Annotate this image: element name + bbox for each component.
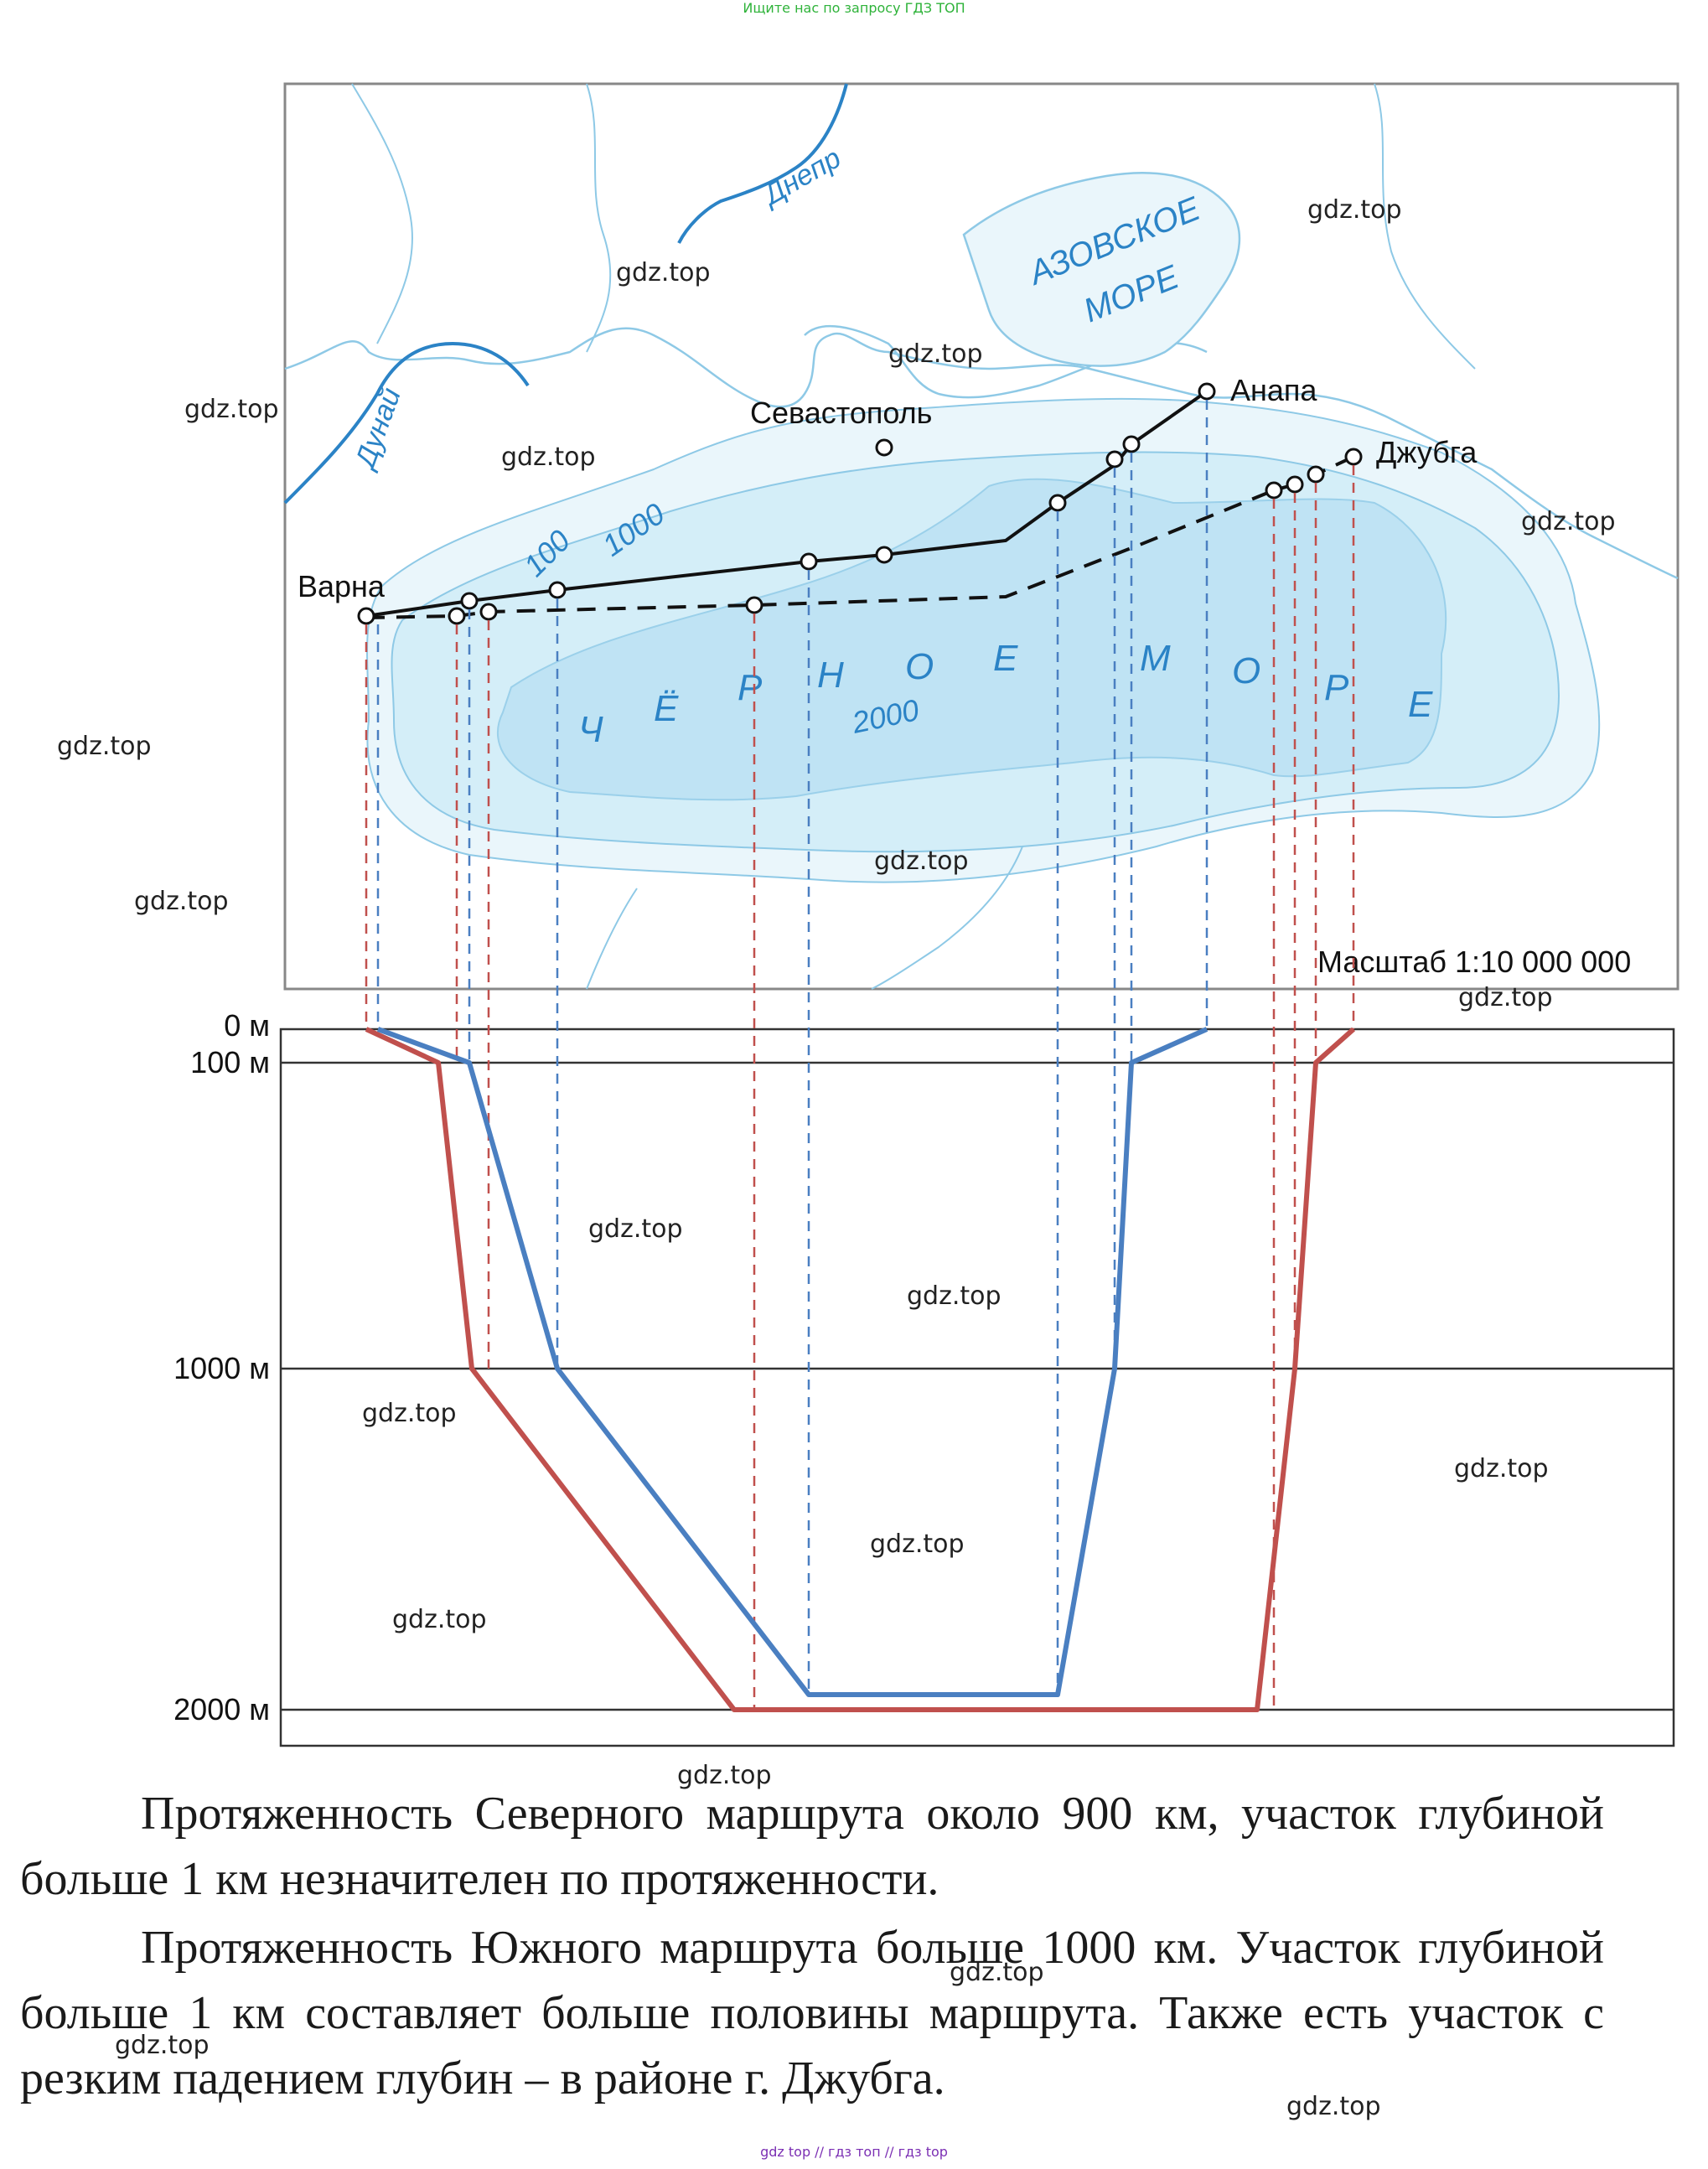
black-sea-letter: О	[1232, 650, 1260, 691]
city-sevastopol: Севастополь	[750, 396, 932, 430]
route-point	[745, 596, 763, 614]
city-dzhubga: Джубга	[1376, 435, 1478, 469]
watermark: gdz.top	[588, 1214, 683, 1244]
profile-frame	[279, 1028, 1675, 1747]
minor-river-1	[351, 83, 413, 344]
minor-river-3	[1374, 83, 1476, 370]
route-point	[1198, 382, 1216, 401]
paragraph-south-route: Протяженность Южного маршрута больше 100…	[20, 1922, 1604, 2104]
watermarks: gdz.top gdz.top gdz.top gdz.top gdz.top …	[57, 195, 1616, 2121]
north-projection-lines	[376, 400, 1209, 1695]
route-point	[1105, 450, 1124, 468]
black-sea-letter: Ё	[654, 688, 679, 729]
watermark: gdz.top	[907, 1281, 1002, 1311]
black-sea-letter: Е	[993, 638, 1018, 679]
watermark: gdz.top	[1286, 2092, 1381, 2121]
depth-label-1000: 1000 м	[173, 1351, 270, 1385]
watermark: gdz.top	[392, 1605, 487, 1634]
route-point	[357, 607, 375, 625]
route-point	[1122, 435, 1141, 453]
route-point	[460, 592, 479, 610]
watermark: gdz.top	[1307, 195, 1402, 225]
watermark: gdz.top	[888, 339, 983, 369]
watermark: gdz.top	[1454, 1454, 1549, 1483]
watermark: gdz.top	[950, 1958, 1044, 1987]
depth-profile: 0 м 100 м 1000 м 2000 м	[173, 400, 1675, 1747]
watermark: gdz.top	[501, 443, 596, 472]
route-point	[800, 552, 818, 571]
south-projection-lines	[365, 465, 1355, 1710]
watermark: gdz.top	[677, 1761, 772, 1790]
black-sea-letter: Р	[738, 667, 763, 708]
route-point	[1344, 448, 1363, 466]
dunai-river	[283, 341, 530, 505]
paragraph-north-route: Протяженность Северного маршрута около 9…	[20, 1788, 1604, 1905]
footer-note: gdz top // гдз топ // гдз top	[760, 2144, 948, 2160]
depth-label-100: 100 м	[190, 1045, 270, 1079]
watermark: gdz.top	[134, 887, 229, 916]
route-point	[1265, 481, 1283, 500]
route-point	[875, 546, 893, 564]
watermark: gdz.top	[362, 1399, 457, 1428]
route-point	[448, 607, 466, 625]
route-point	[1286, 475, 1304, 494]
north-route-profile	[376, 1027, 1209, 1697]
dnepr-river	[677, 83, 848, 244]
black-sea-letter: М	[1140, 638, 1171, 679]
minor-river-2	[586, 83, 612, 353]
azov-sea	[962, 172, 1241, 367]
city-varna: Варна	[298, 569, 386, 603]
watermark: gdz.top	[1458, 983, 1553, 1012]
map-scale: Масштаб 1:10 000 000	[1317, 945, 1631, 979]
route-points	[357, 382, 1363, 625]
minor-river-5	[586, 888, 638, 990]
minor-river-4	[871, 846, 1023, 990]
watermark: gdz.top	[115, 2031, 210, 2060]
map: Днепр Дунай АЗОВСКОЕ МОРЕ Ч Ё Р Н О Е М …	[283, 82, 1680, 991]
black-sea-letter: Н	[817, 655, 844, 696]
sevastopol-marker	[875, 438, 893, 457]
north-route-line	[365, 390, 1209, 618]
black-sea-letter: Ч	[578, 709, 603, 750]
header-note: Ищите нас по запросу ГДЗ ТОП	[743, 0, 965, 16]
watermark: gdz.top	[1521, 507, 1616, 536]
city-anapa: Анапа	[1230, 373, 1317, 407]
watermark: gdz.top	[874, 846, 969, 876]
south-route-line	[365, 455, 1354, 619]
depth-label-0: 0 м	[224, 1008, 270, 1043]
watermark: gdz.top	[57, 732, 152, 761]
coastline	[284, 327, 1679, 580]
route-point	[479, 603, 498, 621]
route-point	[1307, 465, 1325, 484]
south-route-profile	[365, 1027, 1355, 1712]
black-sea-letter: Р	[1324, 667, 1349, 708]
black-sea-title: Ч Ё Р Н О Е М О Р Е	[578, 638, 1433, 750]
watermark: gdz.top	[184, 395, 279, 424]
route-point	[1048, 494, 1067, 512]
black-sea-letter: О	[905, 646, 934, 687]
zone-deep-2000	[497, 478, 1447, 801]
depth-label-2000: 2000 м	[173, 1692, 270, 1726]
answer-text: Протяженность Северного маршрута около 9…	[20, 1781, 1604, 2111]
route-point	[548, 581, 567, 599]
watermark: gdz.top	[616, 258, 711, 287]
black-sea-letter: Е	[1408, 684, 1433, 725]
watermark: gdz.top	[870, 1530, 965, 1559]
